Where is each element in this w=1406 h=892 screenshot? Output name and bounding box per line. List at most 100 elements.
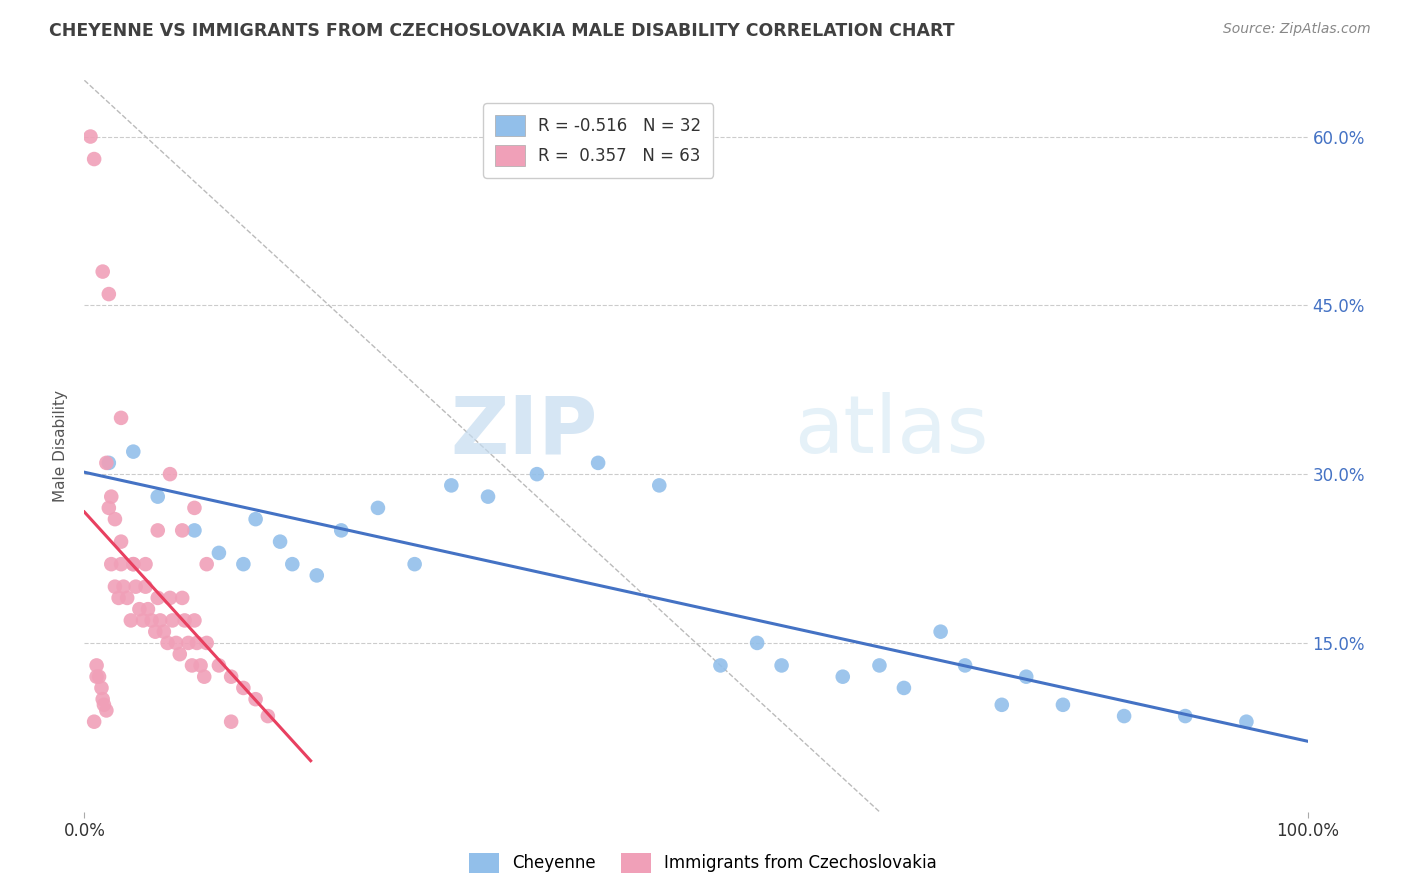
Point (159, 591, 181, 605)
Point (183, 614, 205, 628)
Point (97, 287, 120, 301)
Point (195, 557, 218, 571)
Point (367, 500, 389, 515)
Point (165, 636, 187, 650)
Point (87, 670, 110, 684)
Point (953, 658, 976, 673)
Point (110, 410, 132, 425)
Point (97, 500, 120, 515)
Point (172, 591, 194, 605)
Text: ZIP: ZIP (451, 392, 598, 470)
Point (141, 614, 163, 628)
Point (135, 580, 157, 594)
Point (107, 591, 129, 605)
Point (132, 614, 155, 628)
Point (305, 568, 328, 582)
Point (86, 658, 108, 673)
Point (1114, 709, 1136, 723)
Point (162, 614, 184, 628)
Point (122, 557, 145, 571)
Point (125, 580, 148, 594)
Point (586, 456, 609, 470)
Point (91, 692, 114, 706)
Point (208, 658, 231, 673)
Point (79, 129, 101, 144)
Point (120, 614, 142, 628)
Point (991, 698, 1014, 712)
Point (128, 602, 150, 616)
Point (169, 647, 191, 661)
Point (929, 624, 952, 639)
Point (96, 456, 118, 470)
Point (122, 557, 145, 571)
Point (173, 614, 195, 628)
Point (156, 636, 179, 650)
Point (770, 658, 793, 673)
Point (1052, 698, 1074, 712)
Point (91, 264, 114, 278)
Point (208, 546, 231, 560)
Point (190, 658, 212, 673)
Point (869, 658, 891, 673)
Point (90, 681, 112, 695)
Point (146, 490, 169, 504)
Text: atlas: atlas (794, 392, 988, 470)
Point (115, 591, 138, 605)
Point (143, 624, 166, 639)
Point (86, 670, 108, 684)
Text: CHEYENNE VS IMMIGRANTS FROM CZECHOSLOVAKIA MALE DISABILITY CORRELATION CHART: CHEYENNE VS IMMIGRANTS FROM CZECHOSLOVAK… (49, 22, 955, 40)
Legend: R = -0.516   N = 32, R =  0.357   N = 63: R = -0.516 N = 32, R = 0.357 N = 63 (484, 103, 713, 178)
Point (153, 624, 176, 639)
Point (177, 636, 200, 650)
Point (149, 614, 172, 628)
Point (404, 557, 426, 571)
Point (183, 524, 205, 538)
Point (104, 580, 127, 594)
Point (135, 557, 157, 571)
Point (100, 557, 122, 571)
Point (1015, 670, 1038, 684)
Point (183, 500, 205, 515)
Point (136, 602, 159, 616)
Point (186, 636, 208, 650)
Point (100, 490, 122, 504)
Point (648, 478, 671, 492)
Point (195, 636, 218, 650)
Point (112, 580, 135, 594)
Point (269, 534, 291, 549)
Point (83, 714, 105, 729)
Point (110, 534, 132, 549)
Point (219, 714, 242, 729)
Point (172, 524, 194, 538)
Point (146, 591, 169, 605)
Y-axis label: Male Disability: Male Disability (53, 390, 69, 502)
Point (193, 670, 215, 684)
Point (1236, 714, 1258, 729)
Point (93, 698, 115, 712)
Point (159, 467, 181, 482)
Point (232, 681, 254, 695)
Text: Source: ZipAtlas.com: Source: ZipAtlas.com (1223, 22, 1371, 37)
Point (96, 703, 118, 717)
Point (232, 557, 254, 571)
Point (330, 524, 353, 538)
Point (146, 524, 169, 538)
Point (181, 658, 204, 673)
Point (110, 557, 132, 571)
Point (281, 557, 304, 571)
Point (122, 444, 145, 458)
Point (440, 478, 463, 492)
Point (831, 670, 853, 684)
Point (97, 456, 120, 470)
Point (1174, 709, 1197, 723)
Point (83, 152, 105, 166)
Point (245, 692, 267, 706)
Point (257, 709, 280, 723)
Point (709, 658, 731, 673)
Point (219, 670, 242, 684)
Legend: Cheyenne, Immigrants from Czechoslovakia: Cheyenne, Immigrants from Czechoslovakia (463, 847, 943, 880)
Point (104, 512, 127, 526)
Point (477, 490, 499, 504)
Point (526, 467, 548, 482)
Point (747, 636, 769, 650)
